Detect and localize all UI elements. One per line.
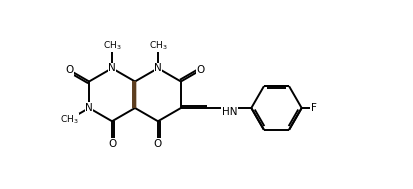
Text: O: O (196, 65, 204, 75)
Text: O: O (154, 139, 161, 149)
Text: CH$_3$: CH$_3$ (60, 113, 79, 125)
Text: O: O (108, 139, 116, 149)
Text: CH$_3$: CH$_3$ (102, 40, 121, 52)
Text: N: N (85, 103, 93, 113)
Text: HN: HN (221, 107, 237, 117)
Text: F: F (310, 103, 316, 113)
Text: N: N (108, 63, 116, 73)
Text: CH$_3$: CH$_3$ (148, 40, 167, 52)
Text: O: O (65, 65, 74, 75)
Text: N: N (154, 63, 161, 73)
